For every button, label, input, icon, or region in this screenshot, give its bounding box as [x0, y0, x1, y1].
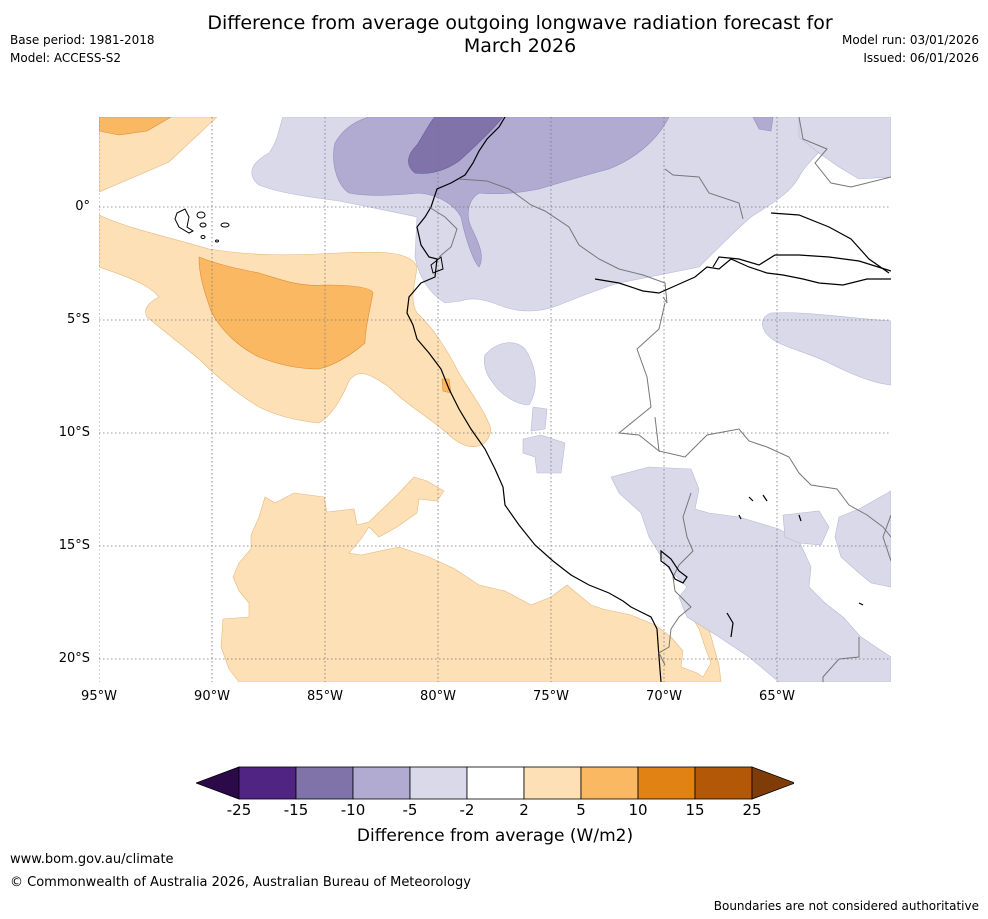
model-name: Model: ACCESS-S2: [10, 51, 122, 65]
footer-disclaimer: Boundaries are not considered authoritat…: [713, 899, 979, 913]
issued-date: Issued: 06/01/2026: [863, 51, 979, 65]
lon-label-95w: 95°W: [81, 689, 117, 704]
border-colombia-peru-ecuador: [458, 178, 668, 304]
island-isabela: [174, 208, 194, 234]
lon-label-65w: 65°W: [759, 689, 795, 704]
colorbar-tick-label: 10: [628, 801, 648, 819]
river-amazon: [594, 258, 891, 294]
colorbar-tick-label: 25: [742, 801, 762, 819]
colorbar-title: Difference from average (W/m2): [356, 826, 634, 846]
anomaly-orange-southern-pacific: [220, 476, 722, 682]
anomaly-lavender-south-band: [610, 466, 891, 682]
lat-label-15s: 15°S: [58, 538, 90, 553]
meta-right: Model run: 03/01/2026 Issued: 06/01/2026: [842, 31, 979, 67]
lakes-south: [726, 602, 864, 638]
anomaly-lavender-blob-d: [782, 510, 830, 546]
colorbar-tick-label: -5: [402, 801, 418, 819]
footer-copyright: © Commonwealth of Australia 2026, Austra…: [10, 875, 471, 890]
colorbar-bin: [694, 766, 753, 800]
rivers: [594, 212, 891, 638]
lon-label-90w: 90°W: [194, 689, 230, 704]
colorbar-tick-label: -2: [459, 801, 475, 819]
anomaly-lavender-southeast: [834, 490, 891, 588]
border-venezuela-brazil: [798, 117, 891, 188]
colorbar-bin: [466, 766, 525, 800]
lat-label-20s: 20°S: [58, 651, 90, 666]
map-panel: [99, 117, 891, 682]
colorbar-bin: [352, 766, 411, 800]
coastline-pacific: [406, 117, 662, 682]
anomaly-medium-lavender-spot: [752, 117, 774, 132]
lon-label-70w: 70°W: [646, 689, 682, 704]
island-floreana: [200, 235, 206, 239]
anomaly-lavender-east: [762, 312, 891, 386]
border-ecuador-peru: [428, 206, 458, 258]
title-line-2: March 2026: [463, 35, 577, 57]
lon-label-80w: 80°W: [420, 689, 456, 704]
colorbar-tick-label: -25: [226, 801, 252, 819]
anomaly-dark-lavender: [408, 117, 504, 174]
colorbar-extend-min: [196, 766, 240, 800]
colorbar-tick-label: 2: [519, 801, 529, 819]
island-espanola: [220, 222, 230, 228]
colorbar-bin: [580, 766, 639, 800]
lat-label-10s: 10°S: [58, 425, 90, 440]
anomaly-medium-orange: [99, 117, 452, 394]
graticule: [99, 117, 891, 682]
anomaly-orange-equatorial-pacific: [99, 117, 218, 193]
map-svg: [99, 117, 891, 682]
river-negro: [770, 212, 890, 274]
river-amazon-branch: [712, 254, 891, 272]
colorbar-tick-label: -10: [340, 801, 366, 819]
lat-label-0: 0°: [75, 199, 90, 214]
lon-label-85w: 85°W: [307, 689, 343, 704]
border-colombia-venezuela: [664, 168, 744, 220]
anomaly-lavender-blob-a: [483, 342, 536, 406]
colorbar-bin: [409, 766, 468, 800]
colorbar-tick-label: -15: [283, 801, 309, 819]
colorbar-bin: [295, 766, 354, 800]
colorbar-bin: [238, 766, 297, 800]
country-borders: [428, 117, 891, 682]
colorbar-tick-label: 5: [576, 801, 586, 819]
colorbar-bin: [523, 766, 582, 800]
model-run: Model run: 03/01/2026: [841, 33, 979, 47]
footer-url[interactable]: www.bom.gov.au/climate: [10, 852, 174, 867]
island-santa-cruz: [196, 211, 206, 219]
coastline-gulf-guayaquil: [430, 256, 444, 274]
colorbar-bin: [637, 766, 696, 800]
anomaly-medium-orange-core: [198, 256, 374, 370]
anomaly-medium-orange-northwest: [99, 117, 172, 136]
meta-left: Base period: 1981-2018 Model: ACCESS-S2: [10, 31, 155, 67]
anomaly-lavender-blob-c: [522, 434, 566, 474]
lake-titicaca: [660, 549, 688, 584]
border-peru-bolivia-chile: [658, 492, 694, 666]
lon-label-75w: 75°W: [533, 689, 569, 704]
anomaly-lavender-northeast: [798, 117, 891, 180]
colorbar-tick-label: 15: [685, 801, 705, 819]
chart-title: Difference from average outgoing longwav…: [150, 12, 890, 58]
anomaly-dark-lavender-core: [408, 117, 504, 174]
galapagos-islands: [174, 208, 230, 243]
title-line-1: Difference from average outgoing longwav…: [207, 12, 833, 34]
base-period: Base period: 1981-2018: [10, 33, 155, 47]
border-brazil-bolivia: [658, 428, 891, 538]
anomaly-lavender-blob-b: [530, 406, 548, 432]
border-bolivia-argentina: [822, 637, 860, 682]
border-peru-brazil: [617, 302, 666, 453]
island-small: [215, 239, 219, 243]
colorbar-extend-max: [751, 766, 794, 800]
border-east: [882, 514, 891, 562]
lakes-small: [738, 494, 802, 522]
colorbar: [196, 766, 794, 800]
island-san-cristobal: [199, 222, 207, 228]
lat-label-5s: 5°S: [66, 312, 90, 327]
